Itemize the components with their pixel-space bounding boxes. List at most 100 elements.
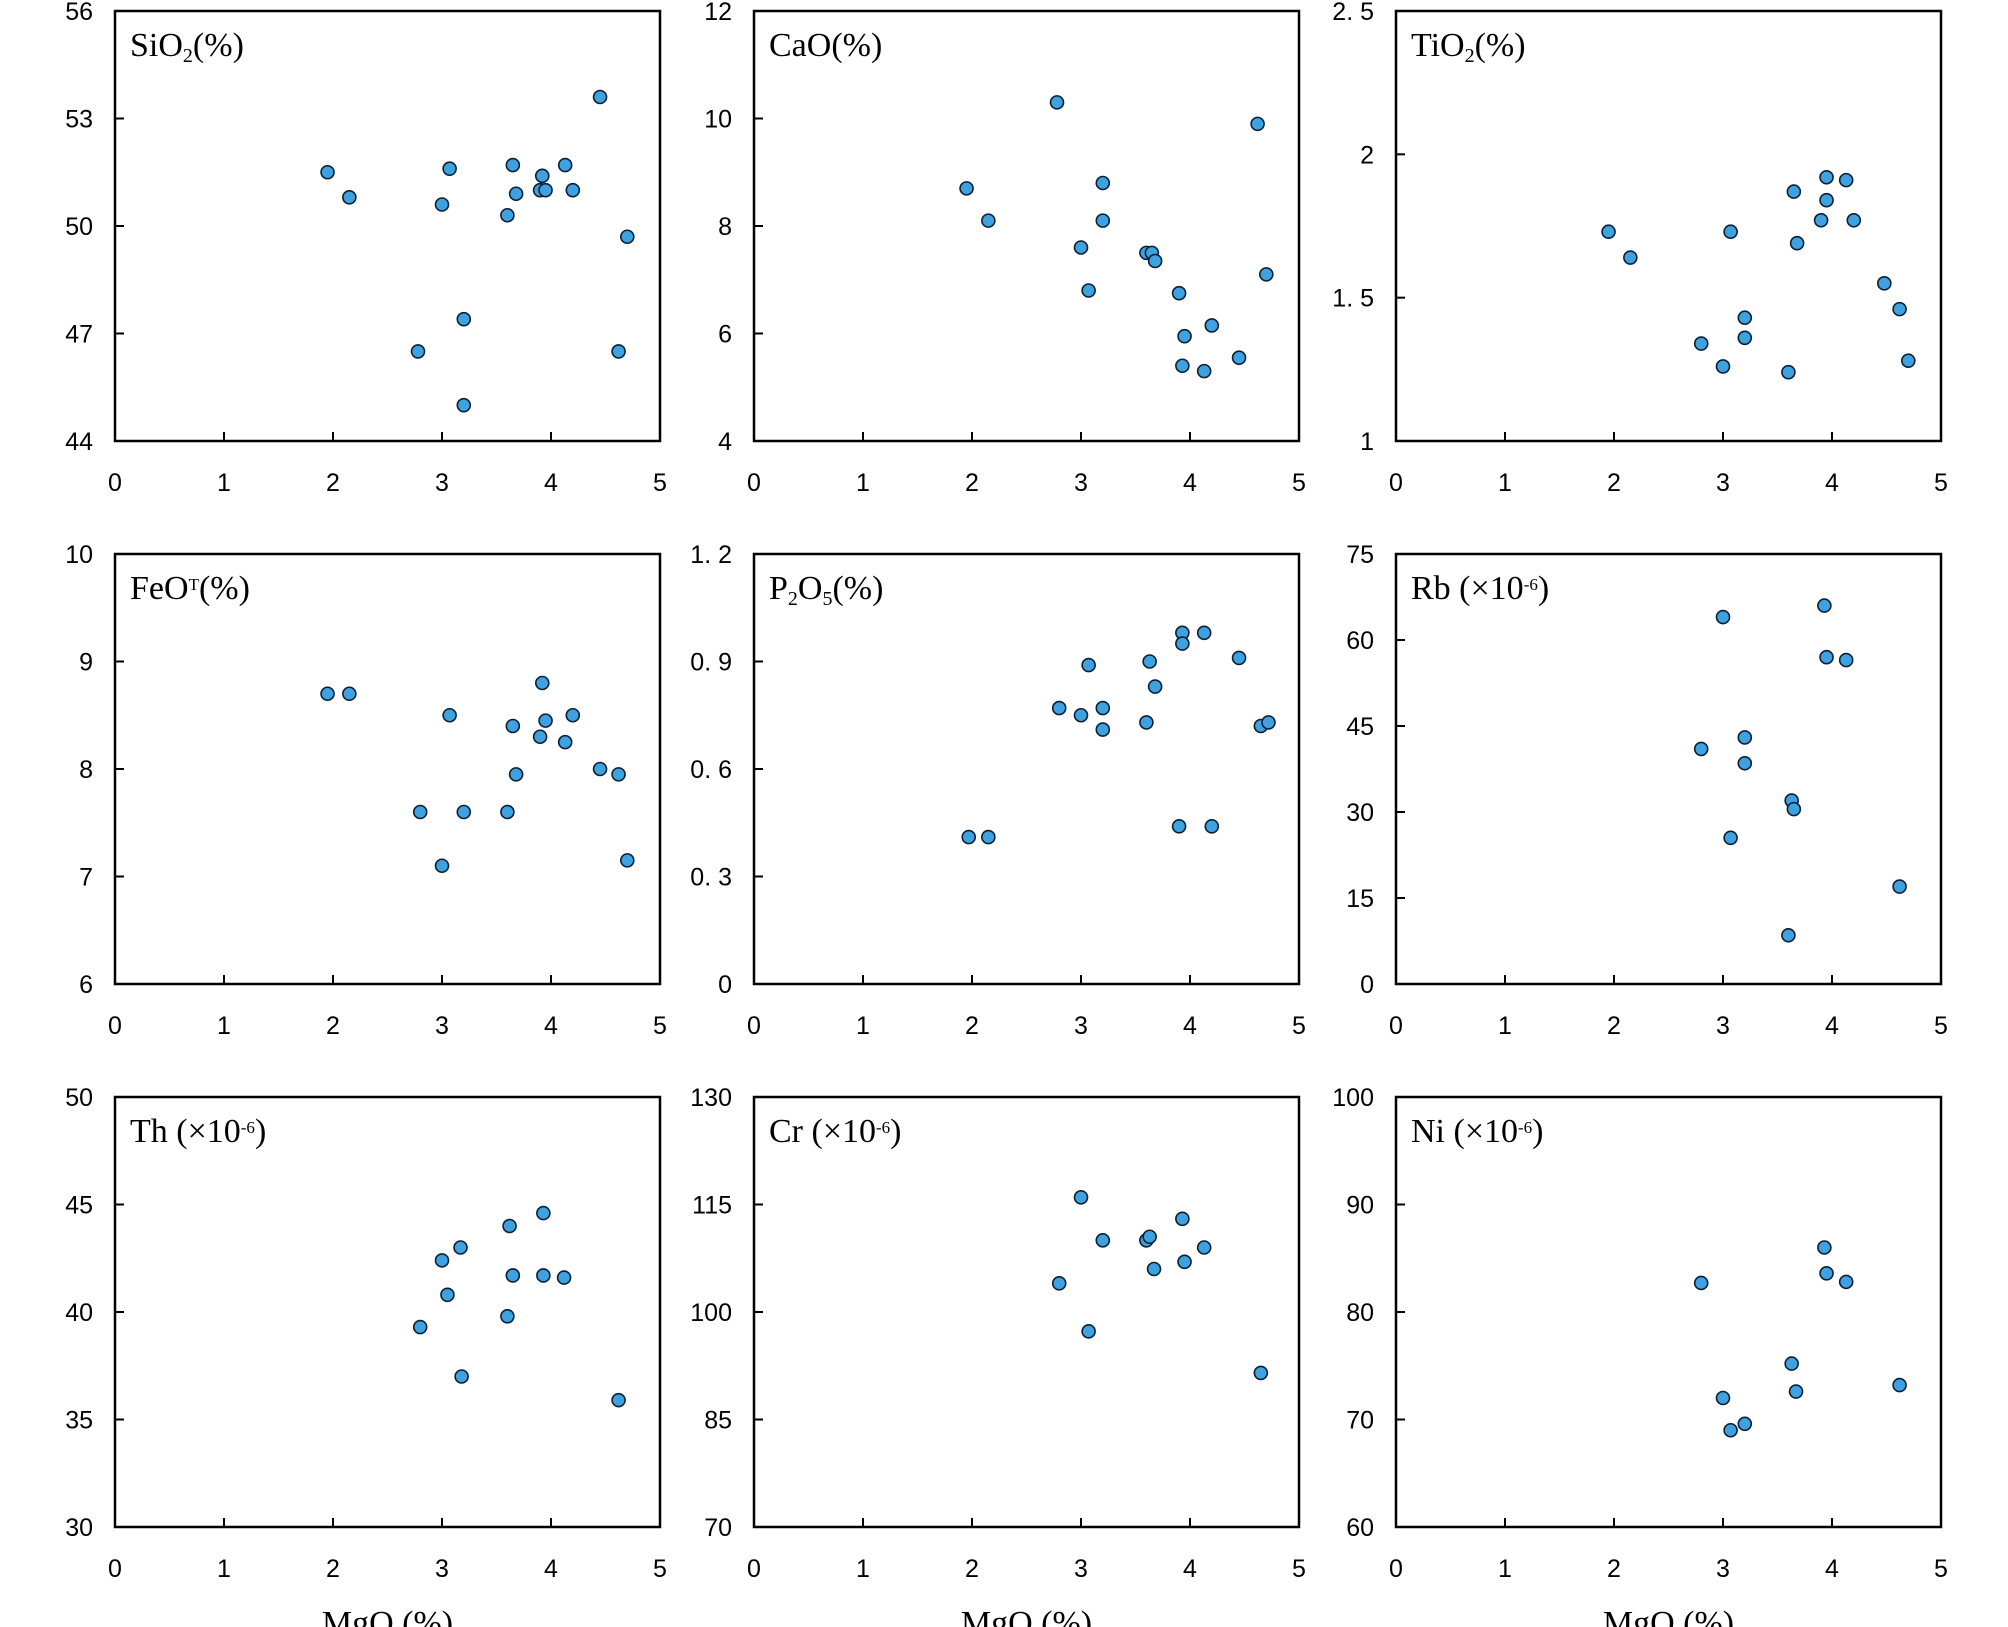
x-tick-label: 0 bbox=[1389, 469, 1403, 497]
data-point bbox=[508, 767, 524, 782]
data-point bbox=[1786, 801, 1802, 817]
data-point bbox=[1737, 310, 1753, 326]
y-tick-label: 6 bbox=[79, 971, 93, 999]
y-tick-label: 53 bbox=[65, 106, 93, 134]
x-tick-label: 4 bbox=[544, 1555, 558, 1583]
data-point bbox=[1813, 212, 1829, 228]
y-tick-label: 40 bbox=[65, 1299, 93, 1327]
data-point bbox=[1693, 336, 1709, 351]
y-tick-label: 0 bbox=[718, 971, 732, 999]
x-axis-label: MgO (%) bbox=[322, 1605, 453, 1627]
panel-4: 6 7 8 9 10 0 1 2 3 4 5 FeOT(%) bbox=[65, 541, 667, 1040]
x-tick-label: 5 bbox=[653, 1555, 667, 1583]
data-point bbox=[1737, 330, 1753, 346]
x-tick-label: 4 bbox=[1825, 1012, 1839, 1040]
x-tick-label: 3 bbox=[1716, 469, 1730, 497]
data-point bbox=[500, 1309, 515, 1324]
data-point bbox=[1784, 1356, 1799, 1371]
panel-title: TiO2(%) bbox=[1411, 27, 1526, 67]
y-tick-label: 50 bbox=[65, 1084, 93, 1112]
y-tick-label: 115 bbox=[692, 1192, 732, 1220]
data-point bbox=[1892, 301, 1907, 317]
data-point bbox=[320, 164, 335, 180]
data-point bbox=[1073, 707, 1089, 723]
data-point bbox=[412, 1319, 428, 1335]
panel-title: CaO(%) bbox=[769, 27, 882, 64]
data-point bbox=[1737, 755, 1753, 771]
x-tick-label: 5 bbox=[1292, 1012, 1306, 1040]
data-point bbox=[508, 186, 524, 202]
y-tick-label: 0. 6 bbox=[690, 756, 732, 784]
x-tick-label: 2 bbox=[326, 469, 340, 497]
x-tick-label: 4 bbox=[1183, 1555, 1197, 1583]
y-tick-label: 70 bbox=[704, 1514, 732, 1542]
y-tick-label: 85 bbox=[704, 1407, 732, 1435]
data-point bbox=[1715, 1390, 1731, 1406]
data-point bbox=[1737, 730, 1753, 745]
data-point bbox=[1901, 353, 1916, 369]
x-tick-label: 4 bbox=[544, 1012, 558, 1040]
y-tick-label: 75 bbox=[1346, 541, 1374, 569]
x-tick-label: 3 bbox=[1716, 1555, 1730, 1583]
data-point bbox=[456, 397, 472, 413]
data-point bbox=[1838, 1274, 1854, 1290]
data-point bbox=[536, 1205, 551, 1221]
y-tick-label: 0 bbox=[1360, 971, 1374, 999]
x-tick-label: 2 bbox=[965, 1555, 979, 1583]
x-tick-label: 5 bbox=[653, 469, 667, 497]
data-point bbox=[1623, 250, 1638, 265]
y-tick-label: 0. 9 bbox=[690, 649, 732, 677]
data-point bbox=[1723, 830, 1738, 846]
data-point bbox=[1196, 1240, 1212, 1255]
data-point bbox=[534, 168, 550, 184]
data-point bbox=[1877, 276, 1892, 291]
x-tick-label: 3 bbox=[1074, 469, 1088, 497]
x-tick-label: 5 bbox=[1292, 469, 1306, 497]
x-tick-label: 0 bbox=[108, 469, 122, 497]
panel-title: P2O5(%) bbox=[769, 570, 883, 610]
data-point bbox=[1838, 652, 1854, 668]
data-point bbox=[1723, 1422, 1738, 1438]
data-point bbox=[1146, 1261, 1162, 1277]
data-point bbox=[1196, 625, 1212, 641]
x-tick-label: 3 bbox=[1716, 1012, 1730, 1040]
data-point bbox=[434, 1253, 450, 1268]
data-point bbox=[456, 804, 472, 820]
x-tick-label: 3 bbox=[1074, 1555, 1088, 1583]
x-tick-label: 1 bbox=[856, 469, 870, 497]
panel-title: FeOT(%) bbox=[130, 570, 250, 607]
x-tick-label: 2 bbox=[1607, 1012, 1621, 1040]
data-point bbox=[534, 675, 550, 691]
data-point bbox=[1147, 253, 1163, 269]
data-point bbox=[410, 344, 426, 359]
x-tick-label: 4 bbox=[1183, 1012, 1197, 1040]
y-tick-label: 12 bbox=[704, 0, 732, 26]
x-tick-label: 2 bbox=[326, 1012, 340, 1040]
data-point bbox=[434, 197, 450, 212]
plot-frame bbox=[1394, 9, 1943, 443]
x-tick-label: 2 bbox=[326, 1555, 340, 1583]
data-point bbox=[538, 182, 553, 198]
data-point bbox=[619, 229, 635, 245]
data-point bbox=[619, 853, 635, 868]
data-point bbox=[500, 804, 515, 820]
data-point bbox=[1095, 1233, 1111, 1248]
y-tick-label: 30 bbox=[65, 1514, 93, 1542]
data-point bbox=[1231, 350, 1247, 365]
data-point bbox=[342, 686, 357, 702]
data-point bbox=[1204, 318, 1220, 333]
x-tick-label: 4 bbox=[544, 469, 558, 497]
data-point bbox=[1781, 927, 1796, 943]
data-point bbox=[1142, 1229, 1157, 1245]
data-point bbox=[557, 157, 573, 173]
x-tick-label: 1 bbox=[217, 469, 231, 497]
data-point bbox=[442, 707, 457, 723]
y-tick-label: 2 bbox=[1360, 141, 1374, 169]
x-tick-label: 2 bbox=[965, 1012, 979, 1040]
plot-frame bbox=[752, 1095, 1301, 1529]
y-tick-label: 80 bbox=[1346, 1299, 1374, 1327]
panel-title: Cr (×10-6) bbox=[769, 1113, 902, 1150]
y-tick-label: 4 bbox=[718, 428, 732, 456]
y-tick-label: 90 bbox=[1346, 1192, 1374, 1220]
panel-title: SiO2(%) bbox=[130, 27, 244, 67]
